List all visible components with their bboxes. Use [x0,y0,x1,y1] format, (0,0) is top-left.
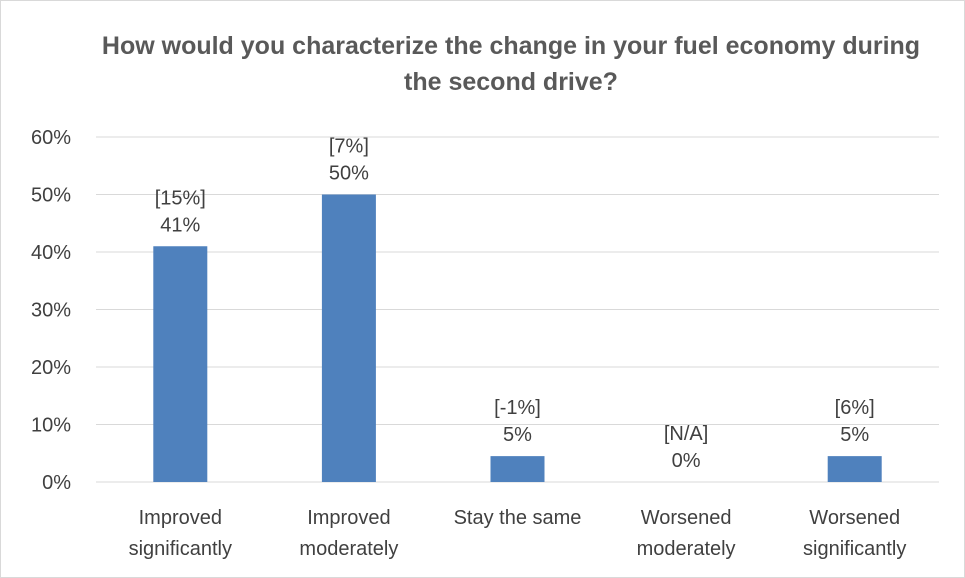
x-tick-label: significantly [129,538,232,560]
data-label-change: [15%] [155,187,206,209]
y-tick-label: 50% [31,185,71,207]
x-tick-label: Improved [139,507,222,529]
data-label-change: [N/A] [664,423,708,445]
x-tick-label: moderately [299,538,398,560]
y-tick-label: 40% [31,242,71,264]
x-tick-label: significantly [803,538,906,560]
x-tick-label: moderately [637,538,736,560]
data-label-change: [6%] [835,397,875,419]
data-label-value: 0% [672,450,701,472]
bar [827,456,882,482]
bar [490,456,545,482]
x-tick-label: Stay the same [454,507,582,529]
y-tick-label: 20% [31,357,71,379]
bar [321,194,376,482]
y-tick-label: 10% [31,415,71,437]
x-tick-label: Worsened [641,507,732,529]
y-tick-label: 30% [31,300,71,322]
x-tick-label: Improved [307,507,390,529]
data-label-value: 50% [329,163,369,185]
data-label-change: [7%] [329,136,369,158]
data-label-value: 5% [503,424,532,446]
y-tick-label: 60% [31,127,71,149]
x-tick-label: Worsened [809,507,900,529]
y-tick-label: 0% [42,472,71,494]
data-label-value: 41% [160,214,200,236]
bar [153,246,208,482]
data-label-change: [-1%] [494,397,541,419]
data-label-value: 5% [840,424,869,446]
chart-title: How would you characterize the change in… [101,32,921,96]
